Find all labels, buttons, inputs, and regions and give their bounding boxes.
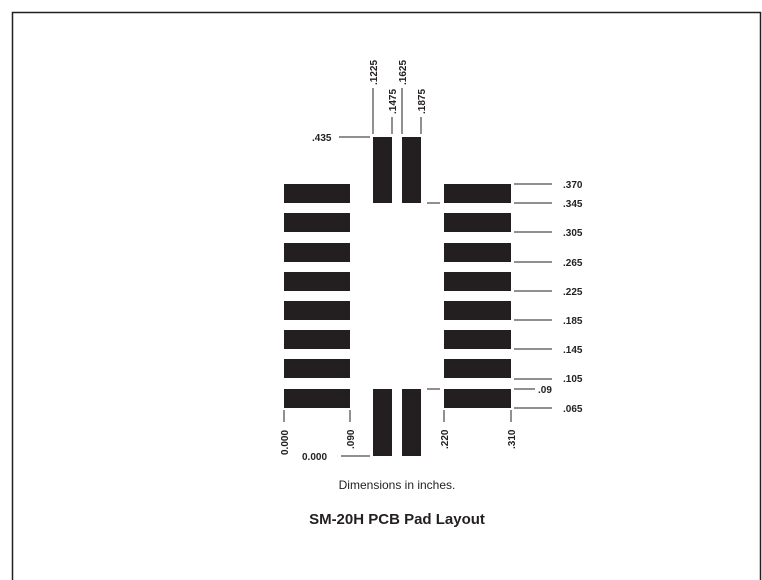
right-label-09: .09	[538, 385, 552, 396]
left-pad-8	[284, 389, 350, 408]
right-pad-7	[444, 359, 511, 378]
right-label-145: .145	[563, 345, 583, 356]
right-pad-2	[444, 213, 511, 232]
right-label-305: .305	[563, 228, 583, 239]
top-pad-left	[373, 137, 392, 203]
right-label-105: .105	[563, 374, 583, 385]
bottom-dimension-labels: 0.000 .090 .220 .310	[280, 429, 518, 455]
bottom-label-220: .220	[440, 429, 451, 449]
right-pad-5	[444, 301, 511, 320]
bottom-pad-left	[373, 389, 392, 456]
top-pad-right	[402, 137, 421, 203]
right-label-225: .225	[563, 287, 583, 298]
bottom-label-090: .090	[346, 429, 357, 449]
right-pad-4	[444, 272, 511, 291]
units-caption: Dimensions in inches.	[339, 478, 456, 492]
right-leader-lines	[514, 183, 552, 409]
left-pad-7	[284, 359, 350, 378]
left-pad-4	[284, 272, 350, 291]
bottom-label-310: .310	[507, 429, 518, 449]
right-label-345: .345	[563, 199, 583, 210]
top-dimension-labels: .1225 .1475 .1625 .1875	[369, 60, 428, 114]
diagram-title: SM-20H PCB Pad Layout	[309, 511, 485, 528]
left-pad-3	[284, 243, 350, 262]
left-pad-1	[284, 184, 350, 203]
right-pad-3	[444, 243, 511, 262]
top-leader-lines	[372, 88, 422, 134]
left-pad-5	[284, 301, 350, 320]
right-label-065: .065	[563, 404, 583, 415]
top-label-1475: .1475	[388, 89, 399, 114]
left-pad-6	[284, 330, 350, 349]
right-pad-6	[444, 330, 511, 349]
right-pad-1	[444, 184, 511, 203]
diagram-border	[11, 11, 762, 580]
top-label-1225: .1225	[369, 60, 380, 85]
top-label-1625: .1625	[398, 60, 409, 85]
bottom-left-label-000: 0.000	[302, 452, 327, 463]
bottom-pad-right	[402, 389, 421, 456]
right-label-265: .265	[563, 258, 583, 269]
top-left-label-435: .435	[312, 133, 332, 144]
top-label-1875: .1875	[417, 89, 428, 114]
right-pad-8	[444, 389, 511, 408]
bottom-label-000: 0.000	[280, 430, 291, 455]
right-pad-column	[444, 184, 511, 408]
right-dimension-labels: .370 .345 .305 .265 .225 .185 .145 .105 …	[538, 180, 583, 415]
right-label-370: .370	[563, 180, 583, 191]
bottom-leader-lines	[283, 410, 512, 422]
left-pad-column	[284, 184, 350, 408]
left-pad-2	[284, 213, 350, 232]
right-label-185: .185	[563, 316, 583, 327]
